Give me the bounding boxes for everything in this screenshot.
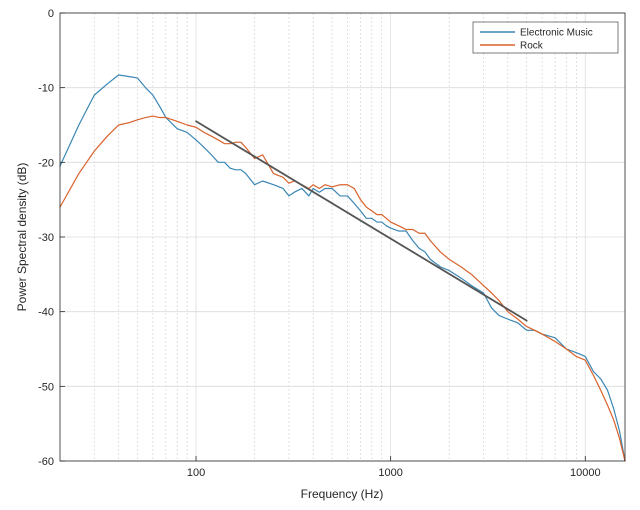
trend-line bbox=[195, 120, 528, 322]
y-tick-label: -10 bbox=[38, 83, 54, 95]
y-tick-label: -60 bbox=[38, 456, 54, 468]
x-tick-label: 100 bbox=[187, 467, 205, 479]
tick-labels: 100 1000 10000 0 -10 -20 -30 -40 -50 -60 bbox=[38, 8, 600, 479]
y-tick-label: -30 bbox=[38, 232, 54, 244]
legend-box bbox=[472, 21, 619, 54]
series-layer bbox=[59, 74, 626, 462]
legend-label-electronic: Electronic Music bbox=[520, 28, 593, 39]
y-tick-label: -40 bbox=[38, 307, 54, 319]
x-axis-label: Frequency (Hz) bbox=[301, 487, 384, 501]
legend-label-rock: Rock bbox=[520, 41, 544, 52]
legend: Electronic Music Rock bbox=[472, 21, 619, 54]
series-rock bbox=[59, 115, 626, 462]
y-tick-label: 0 bbox=[48, 8, 54, 20]
y-tick-label: -50 bbox=[38, 381, 54, 393]
series-electronic-music bbox=[59, 74, 626, 462]
x-tick-label: 10000 bbox=[570, 467, 601, 479]
x-tick-label: 1000 bbox=[378, 467, 402, 479]
y-tick-label: -20 bbox=[38, 157, 54, 169]
y-axis-label: Power Spectral density (dB) bbox=[15, 163, 29, 312]
